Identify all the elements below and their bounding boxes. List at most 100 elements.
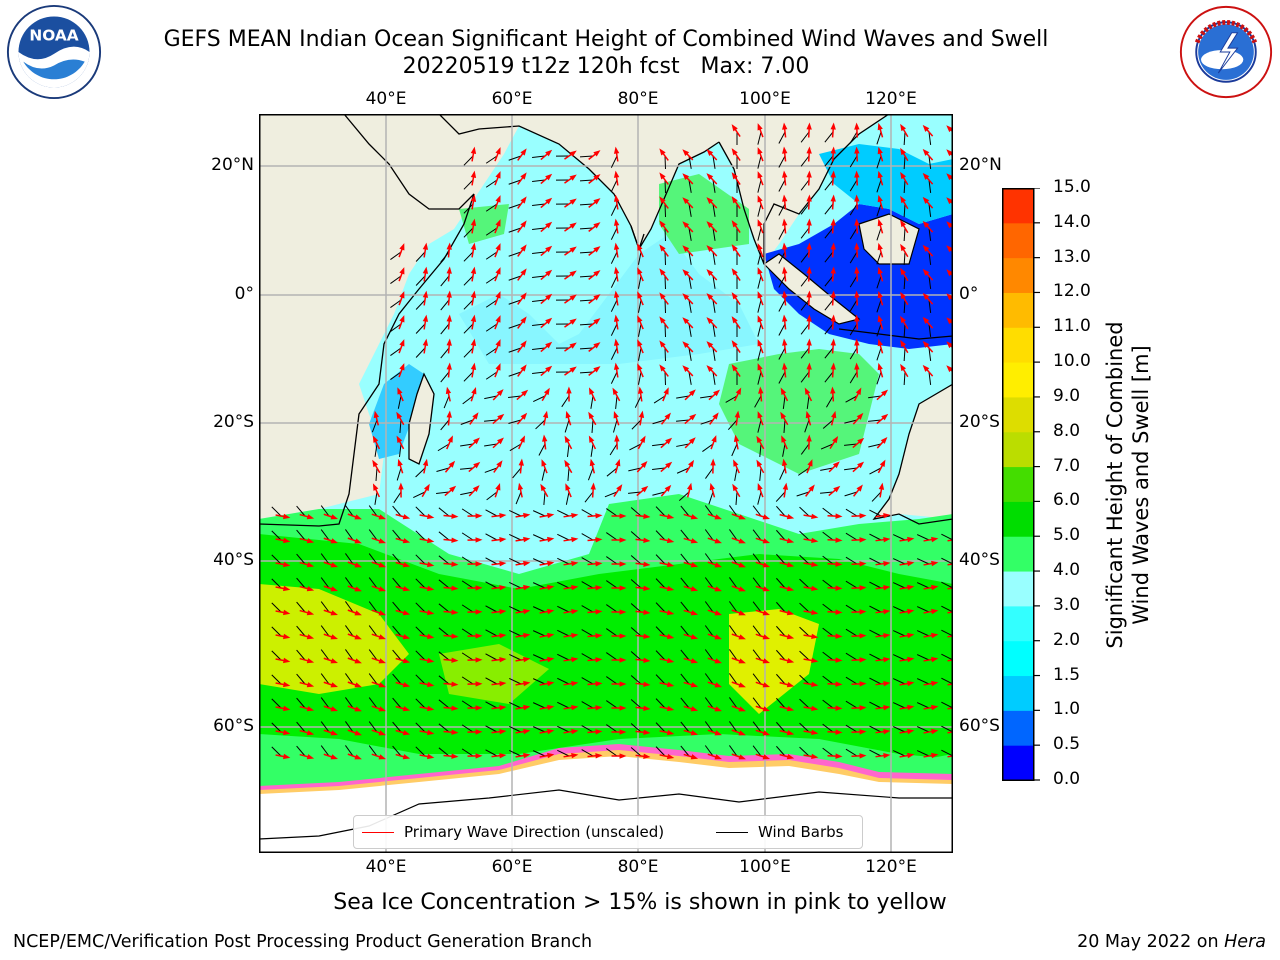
wind-barb	[757, 179, 762, 193]
wave-direction-arrowhead	[619, 609, 627, 615]
wind-barb	[916, 558, 930, 565]
wave-direction-arrowhead	[757, 411, 763, 419]
wave-direction-arrowhead	[616, 484, 623, 492]
wind-barb	[637, 299, 642, 313]
wind-barb	[637, 251, 642, 265]
wave-direction-arrowhead	[495, 147, 501, 155]
wind-barb	[390, 299, 402, 308]
wind-barb	[606, 724, 618, 733]
wave-direction-arrowhead	[372, 435, 379, 443]
wave-direction-arrowhead	[451, 753, 459, 759]
wave-direction-arrowhead	[688, 389, 696, 397]
wind-barb	[508, 347, 522, 353]
wind-barb	[463, 347, 474, 358]
wave-direction-arrowhead	[641, 485, 649, 493]
wind-barb	[778, 227, 786, 240]
wind-barb	[822, 747, 834, 757]
wind-barb	[463, 323, 474, 334]
wave-direction-arrowhead	[731, 364, 738, 372]
wave-direction-arrowhead	[542, 410, 549, 419]
wave-direction-arrowhead	[399, 363, 405, 371]
wind-barb	[676, 419, 690, 422]
wave-direction-arrow	[947, 539, 953, 542]
wind-barb	[928, 275, 932, 289]
wave-direction-arrowhead	[613, 410, 619, 419]
wind-barb	[438, 723, 450, 733]
wind-barb	[727, 419, 738, 431]
wind-barb	[822, 579, 834, 589]
wave-direction-arrowhead	[595, 657, 603, 663]
wind-barb	[757, 251, 762, 265]
wave-direction-arrowhead	[757, 267, 763, 275]
wind-barb	[757, 155, 762, 169]
wind-barb	[826, 395, 834, 408]
wind-barb	[320, 745, 330, 757]
wind-barb	[903, 179, 906, 194]
wave-direction-arrowhead	[690, 754, 699, 760]
wave-direction-arrow	[947, 587, 953, 590]
wind-barb	[782, 443, 786, 457]
wave-direction-arrowhead	[762, 634, 771, 640]
wave-direction-arrowhead	[835, 681, 843, 687]
wave-direction-arrowhead	[643, 609, 651, 615]
colorbar-tick-label: 1.5	[1053, 664, 1081, 685]
wind-barb	[868, 419, 882, 422]
wave-direction-arrow	[947, 635, 953, 638]
wave-direction-arrowhead	[354, 730, 362, 736]
wave-direction-arrowhead	[830, 386, 836, 394]
wave-direction-arrowhead	[835, 561, 843, 567]
wind-barb	[630, 603, 642, 613]
wave-direction-arrowhead	[811, 753, 819, 760]
wind-barb	[296, 505, 306, 517]
wave-direction-arrowhead	[523, 584, 531, 591]
wave-direction-arrowhead	[811, 561, 819, 568]
wave-direction-arrowhead	[806, 434, 812, 442]
wave-direction-arrowhead	[547, 656, 555, 663]
wind-barb	[440, 299, 450, 311]
wave-direction-arrowhead	[566, 386, 572, 394]
wind-barb	[368, 697, 378, 709]
wave-direction-arrowhead	[306, 682, 315, 688]
wind-barb	[440, 323, 450, 335]
wind-barb	[271, 554, 282, 565]
wave-direction-arrowhead	[900, 315, 907, 324]
wave-direction-arrowhead	[643, 681, 651, 687]
colorbar-tick-label: 15.0	[1053, 177, 1091, 197]
wind-barb	[844, 467, 858, 471]
colorbar-tick-label: 0.0	[1053, 769, 1081, 789]
wind-barb	[876, 347, 882, 361]
wind-barb	[799, 626, 810, 637]
wind-barb	[903, 131, 906, 146]
wave-direction-arrowhead	[499, 633, 507, 639]
wave-direction-arrowhead	[877, 194, 883, 203]
wind-barb	[461, 580, 474, 589]
wind-barb	[778, 131, 786, 144]
wave-direction-arrowhead	[756, 459, 763, 468]
wave-direction-arrowhead	[638, 410, 645, 418]
wave-direction-arrowhead	[731, 124, 738, 132]
wind-barb	[778, 347, 786, 360]
wind-barb	[630, 723, 642, 733]
wave-direction-arrow	[947, 659, 953, 662]
wind-barb	[415, 602, 426, 613]
wave-direction-arrowhead	[757, 171, 763, 179]
wind-barb	[604, 491, 618, 498]
wind-barb	[485, 629, 498, 637]
wind-barb	[345, 505, 354, 517]
wave-direction-arrowhead	[595, 609, 603, 615]
wind-barb	[655, 722, 666, 733]
wave-direction-arrowhead	[495, 267, 501, 275]
wave-direction-arrowhead	[877, 338, 883, 347]
wave-direction-arrowhead	[857, 437, 865, 445]
wind-barb	[438, 555, 450, 565]
wave-direction-arrowhead	[545, 173, 553, 181]
wave-direction-arrowhead	[499, 609, 507, 615]
colorbar-cell	[1002, 605, 1034, 642]
wind-barb	[630, 507, 642, 517]
wave-direction-arrowhead	[427, 537, 435, 544]
wave-direction-arrowhead	[883, 537, 891, 543]
wind-barb	[392, 601, 402, 613]
wave-direction-arrowhead	[427, 633, 435, 640]
wave-direction-arrowhead	[520, 412, 528, 420]
lat-tick-label: 60°S	[213, 716, 254, 736]
